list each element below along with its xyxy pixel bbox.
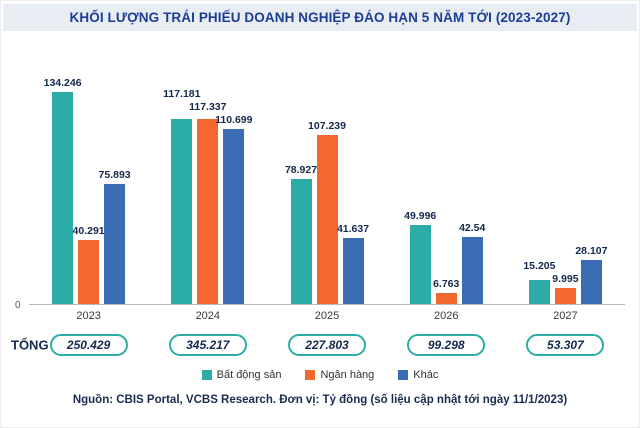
bar-2026-Ngân hàng	[435, 293, 457, 304]
chart-legend: Bất động sản Ngân hàng Khác	[1, 369, 639, 381]
x-axis-label-2026: 2026	[433, 310, 459, 322]
total-badge-2024: 345.217	[168, 334, 247, 356]
bar-slot: 15.205	[523, 43, 555, 304]
bar-group-2023: 134.246 40.291 75.893	[29, 43, 148, 304]
bar-plot: 134.246 40.291 75.893 117.181 117.337 110.699…	[29, 43, 625, 305]
bar-value-label: 41.637	[336, 223, 370, 236]
total-cell-2024: 345.217	[148, 334, 267, 356]
legend-label: Ngân hàng	[320, 369, 375, 381]
bar-2024-Bất động sản	[171, 118, 193, 304]
bar-2024-Ngân hàng	[197, 118, 219, 304]
bar-slot: 75.893	[99, 43, 131, 304]
bar-value-label: 28.107	[575, 244, 608, 257]
bar-2027-Khác	[580, 259, 602, 304]
bar-value-label: 40.291	[72, 225, 105, 238]
bar-group-2027: 15.205 9.995 28.107	[506, 43, 625, 304]
total-badge-2026: 99.298	[407, 334, 486, 356]
legend-swatch-icon	[305, 370, 316, 380]
bar-slot: 40.291	[73, 43, 105, 304]
total-cell-2023: 250.429	[29, 334, 148, 356]
x-axis-label-2024: 2024	[195, 310, 221, 322]
bar-slot: 134.246	[44, 43, 82, 304]
bar-group-2026: 49.996 6.763 42.54	[387, 43, 506, 304]
x-axis-label-2025: 2025	[314, 310, 340, 322]
bar-slot: 9.995	[552, 43, 579, 304]
bar-slot: 110.699	[215, 43, 252, 304]
bar-slot: 41.637	[337, 43, 369, 304]
bar-value-label: 117.181	[163, 88, 201, 101]
bar-value-label: 9.995	[552, 273, 579, 286]
total-cell-2026: 99.298	[387, 334, 506, 356]
bar-value-label: 6.763	[433, 278, 460, 291]
bar-value-label: 117.337	[189, 101, 227, 114]
totals-row: TỔNG 250.429 345.217 227.803 99.298 53.307	[1, 334, 639, 356]
chart-title: KHỐI LƯỢNG TRÁI PHIẾU DOANH NGHIỆP ĐÁO H…	[3, 4, 637, 31]
total-badge-2027: 53.307	[526, 334, 605, 356]
legend-swatch-icon	[201, 370, 212, 380]
legend-label: Khác	[413, 369, 439, 381]
bar-2025-Khác	[342, 238, 364, 304]
bar-slot: 49.996	[404, 43, 436, 304]
total-badge-2025: 227.803	[288, 334, 366, 356]
bar-2027-Ngân hàng	[554, 288, 576, 304]
bar-value-label: 15.205	[523, 260, 556, 273]
bar-slot: 117.337	[189, 43, 226, 304]
bar-2023-Khác	[104, 184, 126, 304]
bar-slot: 78.927	[285, 43, 317, 304]
y-axis-zero-label: 0	[15, 300, 21, 311]
bar-2023-Bất động sản	[52, 92, 74, 304]
bar-slot: 28.107	[575, 43, 607, 304]
bar-value-label: 78.927	[284, 164, 318, 177]
x-axis-label-2023: 2023	[76, 310, 101, 322]
plot-area: 0 134.246 40.291 75.893 117.181 117.337 110.6…	[11, 43, 629, 311]
bar-2026-Khác	[461, 236, 483, 304]
bar-slot: 107.239	[308, 43, 346, 304]
total-cell-2025: 227.803	[267, 334, 386, 356]
bar-2027-Bất động sản	[528, 280, 550, 304]
bar-value-label: 134.246	[43, 77, 82, 89]
legend-label: Bất động sản	[216, 369, 282, 381]
bar-slot: 117.181	[163, 43, 200, 304]
bar-group-2024: 117.181 117.337 110.699	[148, 43, 267, 304]
bar-slot: 6.763	[433, 43, 460, 304]
legend-item-Khác: Khác	[398, 369, 438, 381]
bar-value-label: 49.996	[404, 210, 437, 222]
bar-value-label: 110.699	[215, 114, 253, 127]
bar-2026-Bất động sản	[409, 225, 431, 304]
legend-item-Ngân hàng: Ngân hàng	[305, 369, 374, 381]
bar-2024-Khác	[223, 129, 245, 304]
total-badge-2023: 250.429	[49, 334, 128, 356]
total-cell-2027: 53.307	[506, 334, 625, 356]
bar-value-label: 107.239	[308, 119, 346, 132]
bar-slot: 42.54	[459, 43, 486, 304]
legend-item-Bất động sản: Bất động sản	[201, 369, 282, 381]
legend-swatch-icon	[398, 370, 409, 380]
bar-group-2025: 78.927 107.239 41.637	[267, 43, 386, 304]
totals-title: TỔNG	[11, 337, 49, 353]
x-axis: 2023 2024 2025 2026 2027	[29, 310, 625, 322]
bar-value-label: 75.893	[98, 169, 131, 182]
source-note: Nguồn: CBIS Portal, VCBS Research. Đơn v…	[72, 394, 568, 406]
x-axis-label-2027: 2027	[553, 310, 578, 322]
bar-2023-Ngân hàng	[78, 240, 100, 304]
bar-2025-Ngân hàng	[316, 134, 338, 304]
bar-2025-Bất động sản	[290, 179, 312, 304]
bar-value-label: 42.54	[459, 221, 486, 234]
